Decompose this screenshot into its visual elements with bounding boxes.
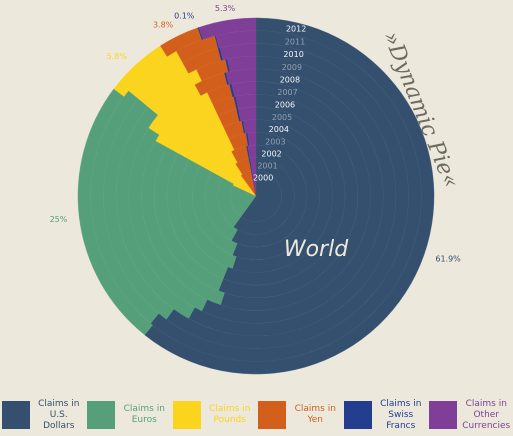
legend-swatch <box>172 401 201 429</box>
ring-line <box>77 17 435 375</box>
legend-label: Claims in Euros <box>123 404 165 425</box>
legend-swatch <box>1 401 30 429</box>
value-label: 0.1% <box>174 12 195 21</box>
legend-item: Claims in Euros <box>87 394 169 436</box>
value-label: 25% <box>50 215 68 224</box>
year-label: 2005 <box>272 113 292 122</box>
legend: Claims in U.S. Dollars Claims in Euros Cla… <box>0 394 513 436</box>
segment <box>247 132 257 146</box>
year-label: 2001 <box>257 162 277 171</box>
value-label: 61.9% <box>435 254 461 263</box>
chart: 61.9% 25% 5.8% 3.8%0.1% 5.3% 2000 2001 2002 2003… <box>50 4 463 375</box>
year-label: 2004 <box>269 125 289 134</box>
legend-label: Claims in Other Currencies <box>462 398 511 431</box>
segment <box>238 106 257 122</box>
legend-item: Claims in U.S. Dollars <box>1 394 84 436</box>
legend-swatch <box>87 401 116 429</box>
segment <box>144 17 435 375</box>
segment <box>235 93 257 109</box>
subtitle: World <box>284 237 349 262</box>
legend-label: Claims in Pounds <box>209 404 251 425</box>
year-label: 2009 <box>282 63 302 72</box>
legend-item: Claims in Other Currencies <box>429 394 511 436</box>
segment <box>231 81 257 97</box>
year-label: 2007 <box>277 88 297 97</box>
year-label: 2003 <box>265 137 285 146</box>
legend-swatch <box>258 401 287 429</box>
legend-item: Claims in Swiss Francs <box>343 394 426 436</box>
value-label: 3.8% <box>153 20 174 29</box>
year-label: 2000 <box>253 174 273 183</box>
legend-item: Claims in Pounds <box>172 394 255 436</box>
legend-swatch <box>343 401 372 429</box>
rings: 61.9% 25% 5.8% 3.8%0.1% 5.3% 2000 2001 2002 2003… <box>50 4 461 375</box>
year-label: 2010 <box>283 50 303 59</box>
legend-label: Claims in Yen <box>294 404 336 425</box>
legend-swatch <box>429 401 458 429</box>
year-label: 2006 <box>275 100 295 109</box>
value-label: 5.8% <box>107 52 128 61</box>
legend-label: Claims in Swiss Francs <box>380 398 422 431</box>
year-label: 2011 <box>285 37 305 46</box>
legend-label: Claims in U.S. Dollars <box>38 398 80 431</box>
value-label: 5.3% <box>215 4 236 13</box>
year-label: 2008 <box>280 75 300 84</box>
segment <box>242 119 257 134</box>
legend-item: Claims in Yen <box>258 394 340 436</box>
segment <box>198 17 257 40</box>
year-label: 2002 <box>261 150 281 159</box>
year-label: 2012 <box>286 25 306 34</box>
